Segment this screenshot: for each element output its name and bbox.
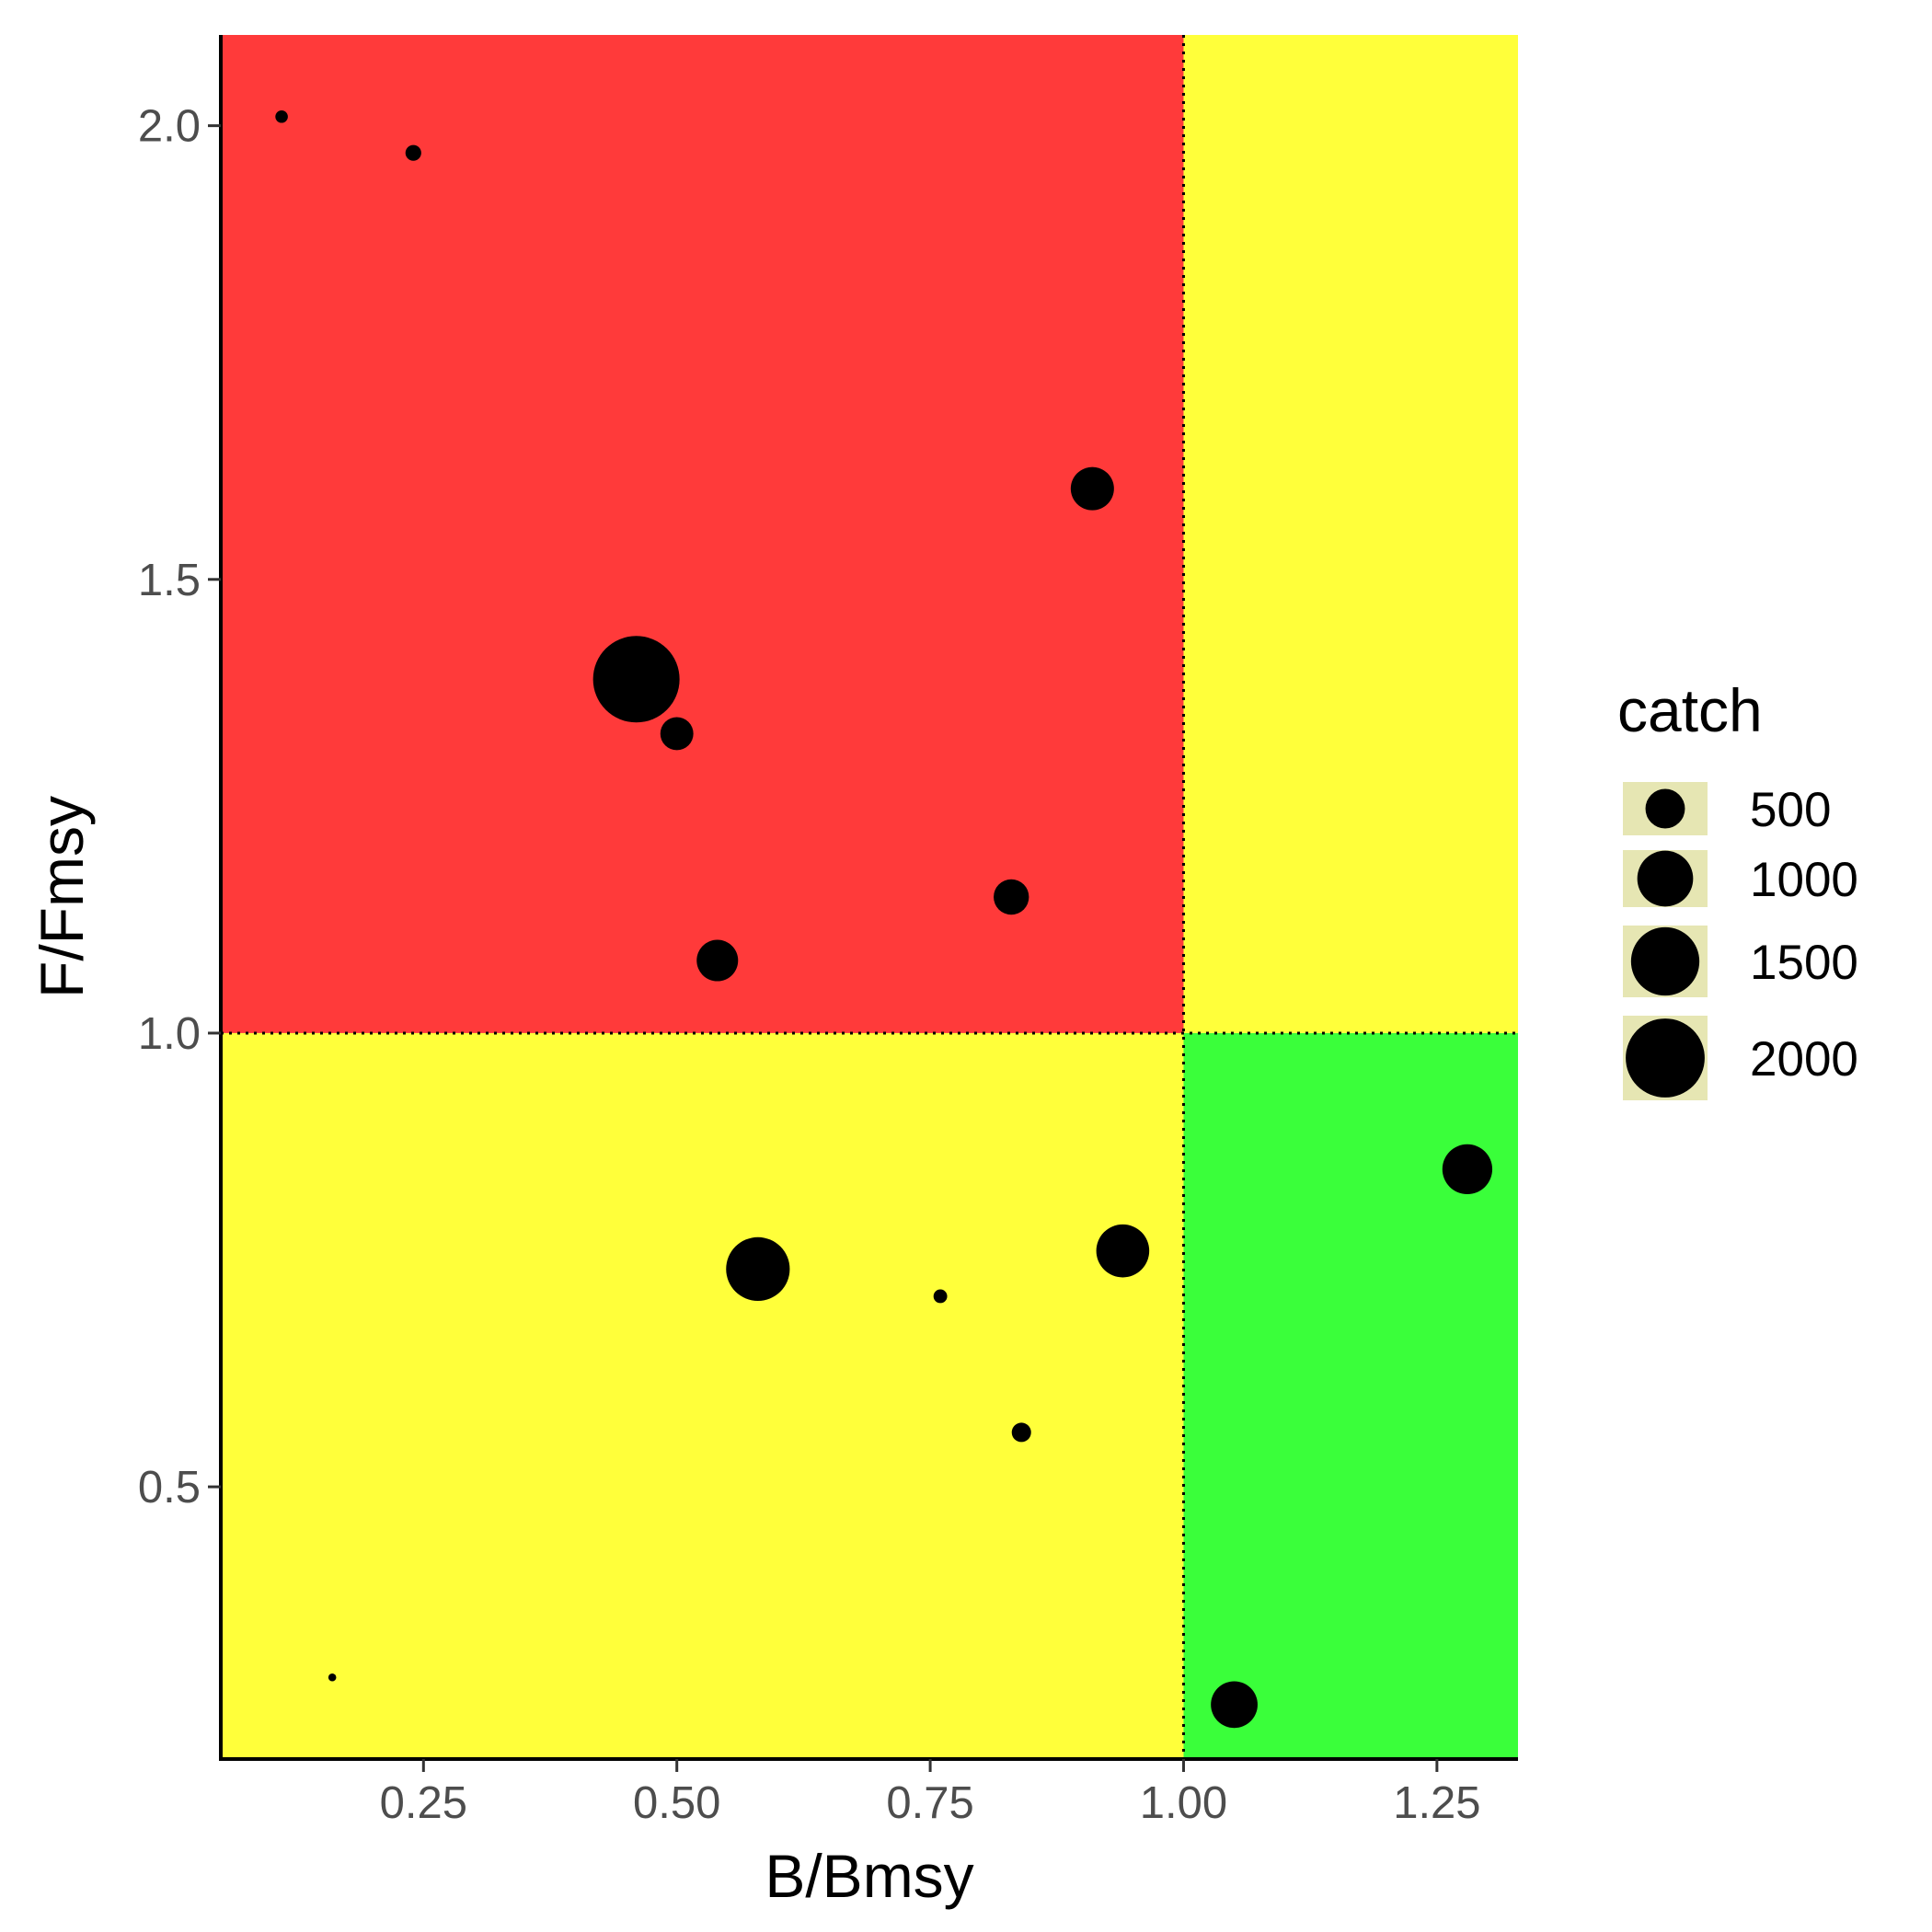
legend-label: 2000 [1750,1032,1858,1087]
axes [219,35,1518,1761]
quadrant-bottom-left [221,1032,1184,1759]
x-axis-ticks: 0.25 0.50 0.75 1.00 1.25 [380,1759,1481,1828]
x-tick-label: 1.25 [1393,1778,1480,1828]
quadrant-top-right [1183,35,1518,1033]
legend-title: catch [1617,676,1763,744]
y-axis-title: F/Fmsy [28,796,96,998]
x-tick-label: 0.25 [380,1778,467,1828]
data-point [1442,1144,1493,1195]
data-point [994,879,1029,915]
data-point [696,939,739,982]
legend-key-symbol [1626,1018,1705,1098]
data-point [1096,1224,1150,1278]
quadrant-bottom-right [1183,1032,1518,1759]
data-points [275,109,1493,1729]
y-tick-label: 1.0 [138,1009,201,1059]
data-point [660,717,694,751]
data-point [405,144,421,161]
legend: catch 500 1000 1500 2000 [1617,676,1858,1100]
data-point [933,1289,948,1304]
y-tick-label: 0.5 [138,1463,201,1512]
legend-label: 1000 [1750,853,1858,907]
data-point [1070,466,1114,511]
legend-key-symbol [1637,850,1694,907]
data-point [592,636,680,723]
y-tick-label: 1.5 [138,556,201,605]
y-tick-label: 2.0 [138,102,201,152]
legend-key-symbol [1630,926,1700,996]
data-point [275,109,288,123]
plot-panel [221,35,1518,1759]
data-point [328,1673,337,1682]
data-point [726,1236,790,1301]
y-axis-ticks: 0.5 1.0 1.5 2.0 [138,102,221,1512]
x-tick-label: 0.75 [886,1778,973,1828]
data-point [1011,1422,1031,1443]
x-axis-title: B/Bmsy [765,1842,973,1910]
data-point [1211,1681,1258,1729]
quadrant-top-left [221,35,1184,1033]
reference-lines [221,35,1518,1759]
legend-label: 500 [1750,783,1831,837]
legend-key-symbol [1645,788,1685,829]
x-tick-label: 0.50 [633,1778,720,1828]
legend-label: 1500 [1750,936,1858,990]
x-tick-label: 1.00 [1140,1778,1227,1828]
